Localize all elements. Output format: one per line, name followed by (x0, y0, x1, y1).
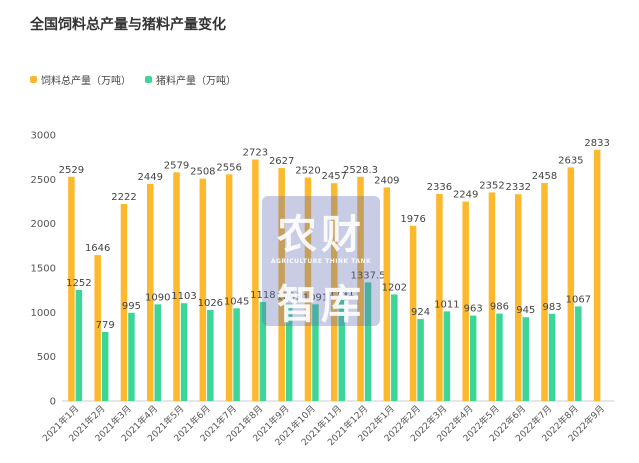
data-label-total-feed: 2457 (322, 171, 347, 182)
bar-pig-feed (285, 303, 293, 401)
data-label-total-feed: 2332 (506, 182, 531, 193)
data-label-pig-feed: 1337.5 (351, 270, 386, 281)
y-tick-label: 500 (37, 352, 56, 363)
y-tick-label: 0 (50, 397, 56, 408)
data-label-pig-feed: 995 (122, 301, 141, 312)
legend-swatch-total-feed (30, 76, 37, 83)
data-label-pig-feed: 779 (96, 320, 115, 331)
data-label-total-feed: 2449 (138, 172, 163, 183)
bar-pig-feed (522, 317, 529, 401)
bar-pig-feed (154, 304, 161, 401)
legend-swatch-pig-feed (145, 76, 152, 83)
data-label-pig-feed: 924 (411, 307, 430, 318)
bar-total-feed (225, 174, 233, 401)
data-label-total-feed: 2249 (453, 190, 478, 201)
y-tick-label: 1000 (31, 308, 56, 319)
data-label-total-feed: 2508 (190, 167, 215, 178)
y-tick-label: 2000 (31, 219, 56, 230)
data-label-total-feed: 2833 (584, 138, 609, 149)
bar-pig-feed (417, 319, 424, 401)
legend-item-pig-feed: 猪料产量（万吨） (145, 72, 236, 87)
bar-pig-feed (364, 282, 372, 401)
data-label-total-feed: 2627 (269, 156, 294, 167)
bar-total-feed (462, 201, 469, 401)
bar-pig-feed (312, 304, 319, 401)
data-label-pig-feed: 1045 (224, 296, 249, 307)
y-tick-label: 1500 (31, 264, 56, 275)
data-label-total-feed: 2529 (59, 165, 84, 176)
bar-pig-feed (128, 312, 135, 401)
bar-total-feed (199, 178, 207, 401)
bar-total-feed (304, 177, 312, 401)
bar-total-feed (68, 176, 75, 401)
data-label-total-feed: 2556 (216, 162, 241, 173)
legend-label-total-feed: 饲料总产量（万吨） (41, 76, 131, 87)
bar-total-feed (515, 194, 522, 401)
data-label-pig-feed: 1091 (303, 292, 328, 303)
data-label-total-feed: 2336 (427, 182, 452, 193)
data-label-pig-feed: 963 (464, 304, 483, 315)
bar-total-feed (120, 203, 128, 401)
data-label-pig-feed: 1090 (145, 292, 170, 303)
bar-total-feed (147, 183, 154, 401)
chart-title: 全国饲料总产量与猪料产量变化 (30, 17, 226, 33)
bar-pig-feed (469, 315, 477, 401)
legend-label-pig-feed: 猪料产量（万吨） (156, 76, 236, 87)
data-label-pig-feed: 1252 (66, 278, 91, 289)
bar-pig-feed (575, 306, 582, 401)
data-label-total-feed: 2723 (243, 148, 268, 159)
data-label-total-feed: 2409 (374, 175, 399, 186)
data-label-pig-feed: 1202 (382, 282, 407, 293)
bar-total-feed (383, 187, 391, 401)
bar-pig-feed (101, 331, 109, 401)
data-label-total-feed: 1976 (400, 214, 425, 225)
bar-pig-feed (207, 310, 214, 401)
data-label-total-feed: 2579 (164, 160, 189, 171)
bar-pig-feed (443, 311, 451, 401)
bar-total-feed (94, 255, 101, 401)
bar-total-feed (331, 183, 338, 401)
data-label-pig-feed: 1118 (250, 290, 275, 301)
data-label-pig-feed: 1141 (329, 288, 354, 299)
bar-pig-feed (391, 294, 398, 401)
bar-total-feed (173, 172, 180, 401)
bar-total-feed (541, 183, 548, 401)
bar-total-feed (488, 192, 496, 401)
data-label-total-feed: 2352 (479, 180, 504, 191)
data-label-pig-feed: 983 (542, 302, 561, 313)
data-label-total-feed: 2635 (558, 155, 583, 166)
data-label-pig-feed: 986 (490, 302, 509, 313)
legend-item-total-feed: 饲料总产量（万吨） (30, 72, 131, 87)
data-label-total-feed: 2458 (532, 171, 557, 182)
data-label-pig-feed: 1067 (566, 294, 591, 305)
bar-pig-feed (233, 308, 240, 401)
bar-total-feed (567, 167, 575, 401)
bar-pig-feed (496, 313, 503, 401)
data-label-pig-feed: 1103 (171, 291, 196, 302)
data-label-pig-feed: 1099 (276, 292, 301, 303)
data-label-pig-feed: 1026 (198, 298, 223, 309)
bar-pig-feed (180, 303, 188, 401)
legend: 饲料总产量（万吨） 猪料产量（万吨） (30, 72, 250, 87)
data-label-pig-feed: 945 (516, 305, 535, 316)
bar-pig-feed (75, 289, 83, 401)
data-label-total-feed: 1646 (85, 243, 110, 254)
data-label-total-feed: 2520 (295, 166, 320, 177)
bar-pig-feed (548, 313, 556, 401)
data-label-total-feed: 2528.3 (343, 165, 378, 176)
bar-total-feed (436, 193, 443, 401)
y-tick-label: 2500 (31, 175, 56, 186)
data-label-pig-feed: 1011 (434, 299, 459, 310)
bar-pig-feed (259, 301, 267, 401)
bar-total-feed (278, 168, 285, 401)
data-label-total-feed: 2222 (111, 192, 136, 203)
bar-pig-feed (338, 299, 345, 401)
y-tick-label: 3000 (31, 131, 56, 142)
bar-total-feed (593, 149, 601, 401)
bar-total-feed (252, 159, 259, 401)
bar-total-feed (409, 225, 417, 401)
bar-total-feed (357, 176, 364, 401)
